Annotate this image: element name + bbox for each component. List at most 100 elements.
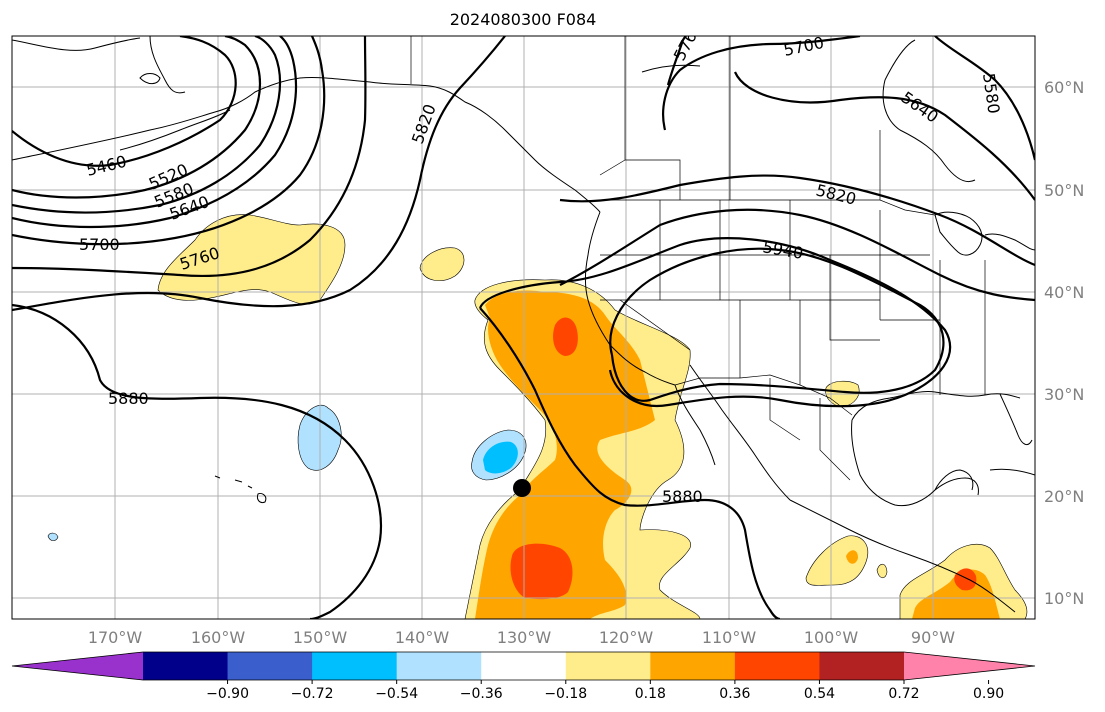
- colorbar-segment: [143, 652, 229, 680]
- latitude-label: 30°N: [1044, 385, 1084, 404]
- strong-anomaly-region-central-america: [954, 568, 977, 591]
- contour-5640: [12, 36, 298, 229]
- colorbar-segment: [650, 652, 736, 680]
- negative-anomaly-region-inner: [483, 441, 518, 474]
- latitude-label: 10°N: [1044, 589, 1084, 608]
- us-canada-border: [600, 199, 936, 216]
- contour-5700-ne: [662, 36, 861, 131]
- great-lakes: [934, 211, 983, 256]
- longitude-axis: 170°W 160°W 150°W 140°W 130°W 120°W 110°…: [88, 628, 955, 647]
- longitude-label: 120°W: [599, 628, 654, 647]
- longitude-label: 140°W: [395, 628, 450, 647]
- colorbar-extension-high: [904, 652, 1035, 680]
- latitude-label: 60°N: [1044, 78, 1084, 97]
- colorbar-segment: [819, 652, 905, 680]
- colorbar-tick-label: 0.72: [888, 686, 919, 702]
- positive-anomaly-region-small: [419, 247, 465, 281]
- moderate-anomaly-spot: [846, 550, 858, 564]
- contour-5700: [12, 36, 326, 246]
- contour-5580: [12, 36, 282, 214]
- coastlines: [12, 36, 1035, 613]
- contour-5760: [12, 36, 367, 277]
- colorbar: −0.90 −0.72 −0.54 −0.36 −0.18 0.18 0.36 0.54 0.7…: [11, 651, 1036, 702]
- longitude-label: 100°W: [804, 628, 859, 647]
- hudson-bay: [882, 39, 976, 183]
- longitude-label: 160°W: [191, 628, 246, 647]
- contour-5640-ne: [733, 71, 1035, 201]
- longitude-label: 110°W: [702, 628, 757, 647]
- florida: [999, 393, 1033, 446]
- contour-5820-east: [559, 174, 1035, 267]
- alaska-coastline: [12, 76, 601, 213]
- canada-province-borders: [599, 36, 881, 200]
- hawaiian-islands: [214, 475, 267, 503]
- us-state-borders: [600, 200, 986, 395]
- latitude-axis: 60°N 50°N 40°N 30°N 20°N 10°N: [1044, 78, 1084, 608]
- location-marker: [513, 479, 531, 497]
- latitude-label: 50°N: [1044, 181, 1084, 200]
- hudson-bay-island: [641, 64, 701, 73]
- contour-5940: [609, 247, 945, 402]
- figure-title: 2024080300 F084: [450, 10, 597, 29]
- positive-anomaly-spot: [876, 563, 888, 579]
- colorbar-segments: [12, 652, 1035, 680]
- colorbar-tick-label: 0.90: [973, 686, 1004, 702]
- colorbar-tick-label: −0.36: [460, 686, 503, 702]
- height-contours: [12, 36, 1035, 619]
- contour-label: 5880: [662, 487, 703, 506]
- siberia-coast: [12, 37, 141, 51]
- longitude-label: 130°W: [497, 628, 552, 647]
- colorbar-tick-label: −0.90: [206, 686, 249, 702]
- contour-5880-east: [479, 307, 781, 619]
- contour-label: 5700: [79, 235, 120, 254]
- colorbar-segment: [565, 652, 651, 680]
- contour-5820: [12, 36, 506, 312]
- longitude-label: 150°W: [293, 628, 348, 647]
- yucatan: [934, 469, 974, 491]
- colorbar-tick-label: −0.18: [544, 686, 587, 702]
- colorbar-tick-label: 0.36: [719, 686, 750, 702]
- colorbar-tick-label: −0.54: [375, 686, 418, 702]
- longitude-label: 90°W: [911, 628, 955, 647]
- strong-anomaly-region-north: [553, 317, 578, 356]
- moderate-anomaly-region-central-america: [912, 569, 1000, 619]
- longitude-label: 170°W: [88, 628, 143, 647]
- contour-5580-ne: [934, 36, 1035, 161]
- colorbar-extension-low: [12, 652, 143, 680]
- colorbar-outline: [11, 651, 1036, 681]
- gulf-coast: [851, 391, 1021, 421]
- colorbar-segment: [481, 652, 567, 680]
- colorbar-tick-label: −0.72: [291, 686, 334, 702]
- latitude-label: 20°N: [1044, 487, 1084, 506]
- mexico-pacific-coast: [789, 499, 1016, 613]
- contour-label: 5880: [108, 389, 149, 408]
- contour-5760-ne: [666, 36, 687, 86]
- political-borders: [599, 36, 986, 481]
- baja-peninsula: [674, 384, 716, 466]
- colorbar-segment: [227, 652, 313, 680]
- alaska-lake: [139, 73, 161, 85]
- contour-5460: [12, 36, 237, 167]
- map-area: 5460 5520 5580 5640 5700 5760 5820 5880 …: [12, 36, 1035, 619]
- alaska-peninsula: [119, 109, 231, 151]
- cuba: [989, 468, 1035, 476]
- west-coast: [584, 211, 676, 386]
- colorbar-segment: [396, 652, 482, 680]
- alaska-northwest: [149, 36, 186, 94]
- colorbar-tick-label: 0.18: [635, 686, 666, 702]
- contour-5520: [12, 36, 262, 199]
- contour-5880-west: [12, 303, 382, 619]
- gulf-of-california: [689, 364, 791, 501]
- mexico-gulf-coast: [851, 419, 979, 507]
- negative-anomaly-spot-west: [47, 532, 59, 541]
- map-frame: [11, 35, 1036, 620]
- contour-5880-east-upper: [559, 208, 1035, 302]
- great-lakes-east: [984, 233, 1035, 251]
- positive-anomaly-region-central-america: [805, 535, 868, 586]
- colorbar-segment: [312, 652, 398, 680]
- mexico-state-borders: [769, 378, 851, 481]
- strong-anomaly-region-south: [510, 543, 573, 600]
- colorbar-segment: [734, 652, 820, 680]
- us-mexico-border: [674, 374, 853, 416]
